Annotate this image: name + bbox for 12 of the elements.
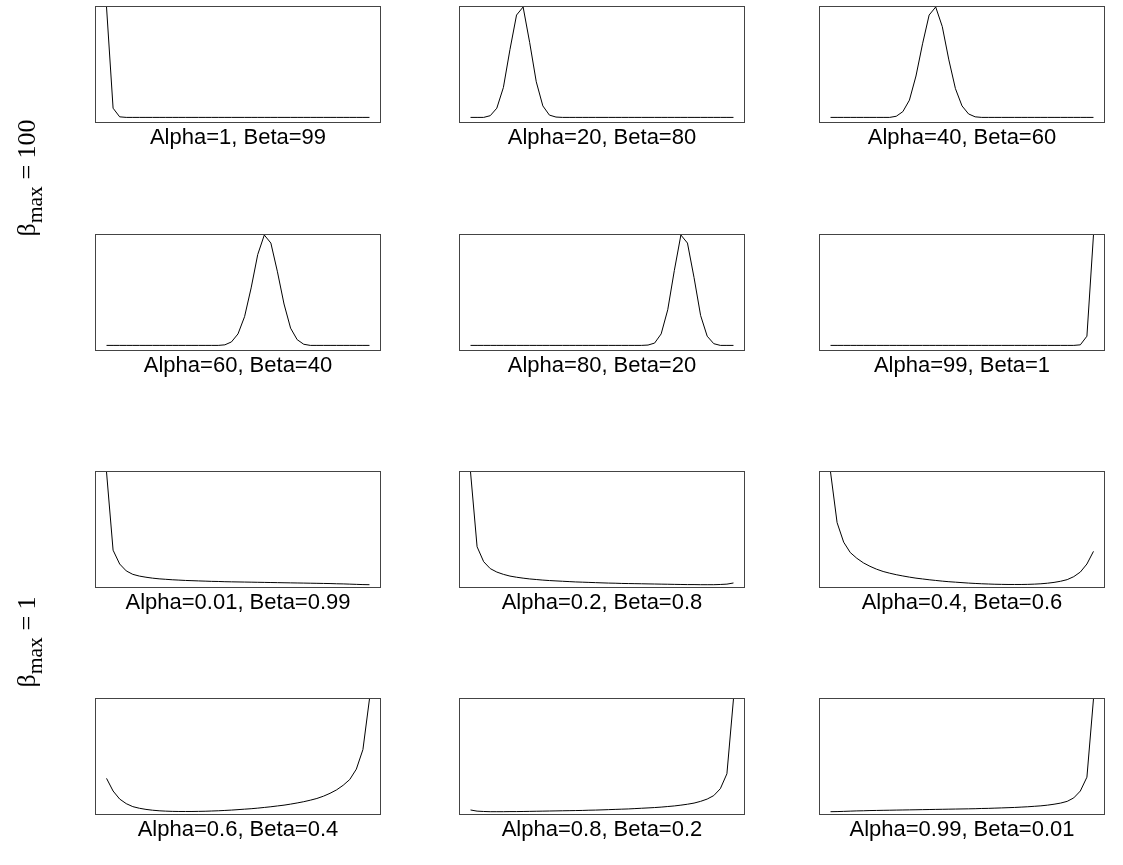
x-axis-title: Alpha=0.6, Beta=0.4 [137, 815, 339, 841]
x-axis-title: Alpha=99, Beta=1 [873, 351, 1051, 377]
x-axis-title: Alpha=20, Beta=80 [507, 123, 697, 149]
x-axis-title: Alpha=1, Beta=99 [149, 123, 327, 149]
x-axis-title: Alpha=60, Beta=40 [143, 351, 333, 377]
x-axis-title: Alpha=0.4, Beta=0.6 [861, 588, 1063, 614]
x-axis-title: Alpha=40, Beta=60 [867, 123, 1057, 149]
x-axis-title: Alpha=0.2, Beta=0.8 [501, 588, 703, 614]
x-axis-title: Alpha=0.01, Beta=0.99 [125, 588, 351, 614]
x-axis-title: Alpha=0.99, Beta=0.01 [849, 815, 1075, 841]
x-axis-title: Alpha=80, Beta=20 [507, 351, 697, 377]
x-axis-title: Alpha=0.8, Beta=0.2 [501, 815, 703, 841]
